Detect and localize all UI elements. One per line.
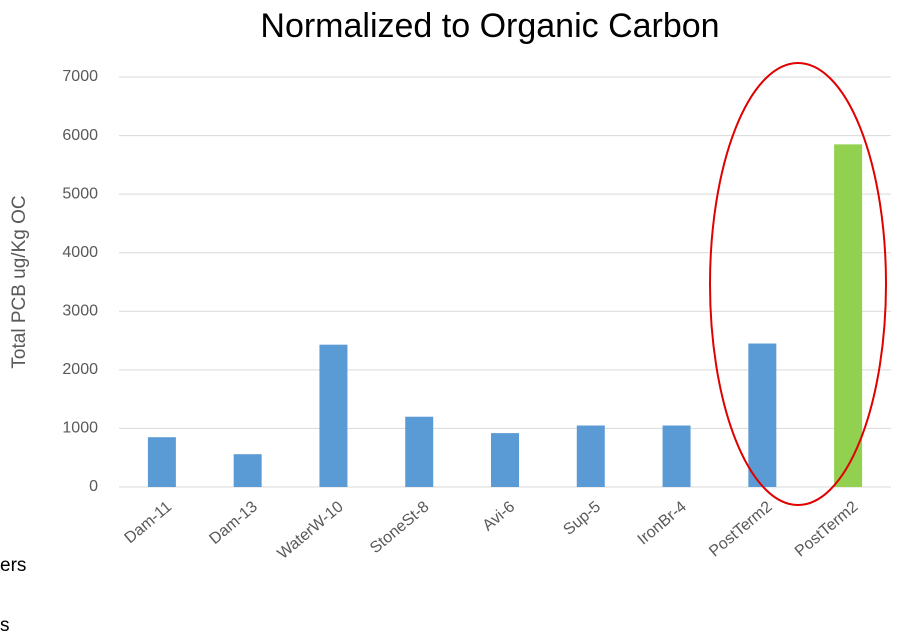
highlight-ellipse bbox=[709, 62, 887, 506]
x-tick-label: PostTerm2 bbox=[706, 498, 776, 560]
bar bbox=[491, 433, 519, 487]
y-tick-label: 0 bbox=[89, 478, 98, 495]
bar bbox=[233, 454, 262, 487]
x-tick-label: WaterW-10 bbox=[275, 498, 347, 563]
x-tick-label: StoneSt-8 bbox=[367, 498, 433, 557]
bar bbox=[147, 437, 176, 487]
bar bbox=[748, 343, 777, 487]
x-tick-label: Avi-6 bbox=[480, 498, 519, 534]
y-tick-label: 5000 bbox=[62, 185, 98, 202]
chart-title: Normalized to Organic Carbon bbox=[260, 7, 719, 45]
bar bbox=[405, 416, 434, 487]
y-axis-label: Total PCB ug/Kg OC bbox=[9, 195, 30, 368]
x-tick-label: Sup-5 bbox=[560, 498, 604, 539]
bar bbox=[576, 425, 605, 487]
x-tick-label: Dam-11 bbox=[122, 498, 176, 547]
y-tick-label: 7000 bbox=[62, 68, 98, 85]
x-tick-label: PostTerm2 bbox=[792, 498, 862, 560]
bar bbox=[319, 344, 348, 487]
x-tick-label: Dam-13 bbox=[206, 498, 261, 548]
y-tick-label: 2000 bbox=[62, 361, 98, 378]
bar bbox=[662, 425, 691, 487]
y-tick-label: 3000 bbox=[62, 303, 98, 320]
plot-area: 0 1000 2000 3000 4000 5000 6000 7000 Dam-11 Dam-1… bbox=[62, 68, 891, 563]
y-tick-label: 4000 bbox=[62, 244, 98, 261]
y-tick-label: 6000 bbox=[62, 127, 98, 144]
bar bbox=[834, 144, 863, 487]
y-tick-label: 1000 bbox=[62, 420, 98, 437]
annotation: s bbox=[0, 615, 10, 636]
x-tick-label: IronBr-4 bbox=[635, 498, 690, 548]
annotation: ers bbox=[0, 555, 26, 576]
